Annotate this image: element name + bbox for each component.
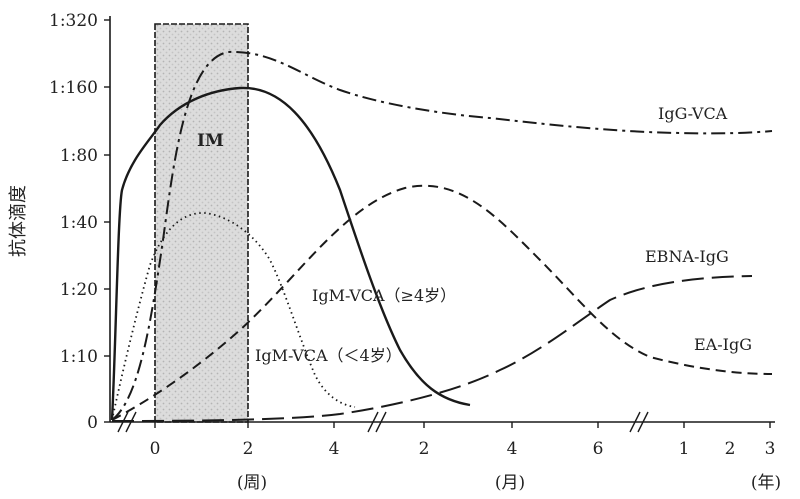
x-tick-label: 2 bbox=[419, 439, 430, 459]
x-axis-break bbox=[375, 411, 387, 433]
series-line-igg-vca bbox=[111, 50, 773, 421]
y-tick-label: 1:160 bbox=[49, 78, 98, 98]
x-tick-label: 0 bbox=[150, 439, 161, 459]
y-tick-label: 1:10 bbox=[60, 347, 98, 367]
x-tick-label: 6 bbox=[593, 439, 604, 459]
y-axis-title: 抗体滴度 bbox=[8, 185, 29, 257]
x-axis-breaks bbox=[117, 411, 649, 433]
x-tick-label: 4 bbox=[329, 439, 340, 459]
im-region-fill bbox=[155, 24, 248, 422]
series-label-igm-vca-4-plus: IgM-VCA（≥4岁） bbox=[312, 286, 456, 305]
series-label-igm-vca-under-4: IgM-VCA（＜4岁） bbox=[255, 346, 402, 365]
x-axis-break bbox=[367, 411, 379, 433]
im-label: IM bbox=[197, 131, 224, 151]
series-labels: IgG-VCA EBNA-IgG EA-IgG IgM-VCA（≥4岁） IgM… bbox=[255, 104, 752, 365]
series-lines bbox=[110, 50, 773, 422]
y-tick-label: 1:40 bbox=[60, 213, 98, 233]
x-unit-years: (年) bbox=[751, 473, 781, 493]
series-label-igg-vca: IgG-VCA bbox=[658, 104, 728, 123]
series-label-ebna-igg: EBNA-IgG bbox=[645, 247, 729, 266]
x-axis-break bbox=[637, 411, 649, 433]
y-axis: 0 1:10 1:20 1:40 1:80 1:160 1:320 bbox=[49, 11, 110, 433]
y-tick-label: 0 bbox=[87, 413, 98, 433]
x-axis-break bbox=[629, 411, 641, 433]
x-tick-label: 2 bbox=[243, 439, 254, 459]
x-axis: 0 2 4 2 4 6 1 2 3 (周) (月) (年) bbox=[150, 422, 781, 493]
x-tick-label: 4 bbox=[507, 439, 518, 459]
series-line-igm-vca-4-plus bbox=[110, 86, 471, 421]
y-tick-label: 1:80 bbox=[60, 146, 98, 166]
x-tick-label: 1 bbox=[679, 439, 690, 459]
im-region: IM bbox=[154, 23, 249, 423]
y-tick-label: 1:320 bbox=[49, 11, 98, 31]
x-unit-months: (月) bbox=[495, 473, 525, 493]
x-tick-label: 3 bbox=[765, 439, 776, 459]
x-axis-break bbox=[117, 411, 129, 433]
axes bbox=[109, 16, 775, 423]
x-axis-break bbox=[125, 411, 137, 433]
series-label-ea-igg: EA-IgG bbox=[694, 335, 752, 354]
x-tick-label: 2 bbox=[725, 439, 736, 459]
y-tick-label: 1:20 bbox=[60, 280, 98, 300]
x-unit-weeks: (周) bbox=[237, 473, 267, 493]
